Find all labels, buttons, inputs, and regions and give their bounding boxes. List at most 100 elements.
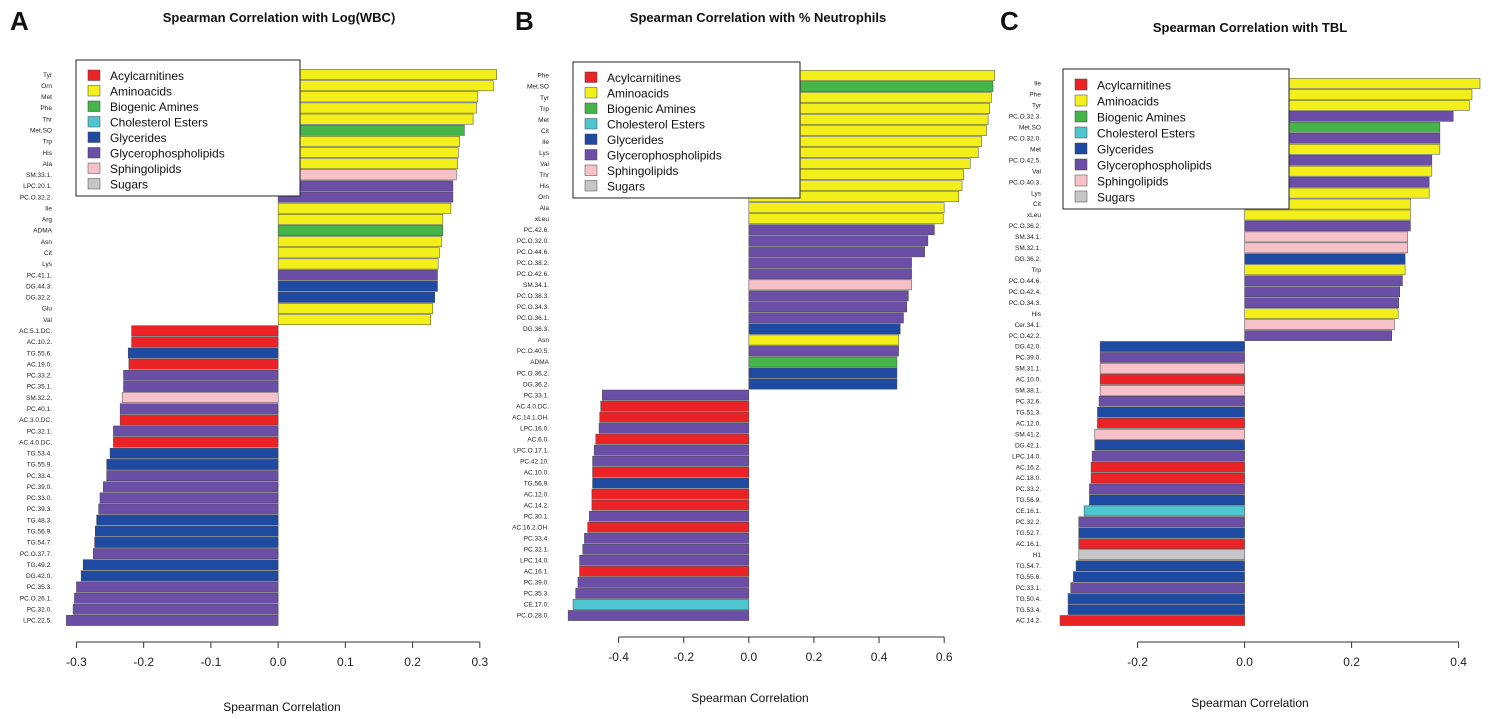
legend-swatch-SP [584, 164, 598, 176]
x-tick-label: -0.2 [673, 650, 694, 664]
bar-Trp [277, 136, 460, 147]
category-label: xLeu [1027, 212, 1041, 219]
category-label: Cit [44, 250, 52, 257]
x-tick-label: 0.2 [404, 655, 421, 669]
category-label: PC.39.3. [27, 506, 52, 513]
bar-CE.16.1. [1083, 505, 1245, 517]
category-label: Met [538, 117, 549, 124]
category-label: AC.10.0. [1016, 377, 1041, 384]
category-label: DG.36.2. [523, 381, 549, 388]
bar-His [1244, 308, 1399, 319]
bar-xLeu [748, 213, 944, 225]
bar-SM.32.2. [121, 392, 279, 404]
bar-AC.14.2. [1059, 615, 1245, 626]
category-label: Tyr [1032, 103, 1042, 110]
bar-DG.42.0. [80, 570, 279, 582]
category-label: LPC.16.0. [520, 425, 549, 432]
category-label: AC.4.0.DC. [516, 403, 549, 410]
category-label: SM.38.1. [1015, 388, 1041, 395]
bar-AC.4.0.DC. [113, 436, 279, 448]
bar-PC.O.34.3. [748, 301, 907, 313]
bar-AC.19.0. [128, 358, 279, 370]
category-label: TG.49.2. [27, 562, 52, 569]
category-label: PC.33.1. [1016, 585, 1041, 592]
category-label: PC.33.4. [27, 473, 52, 480]
bar-PC.33.1. [1070, 582, 1245, 593]
category-label: Arg [42, 217, 53, 224]
category-label: PC.O.42.2. [1009, 333, 1041, 340]
category-label: H1 [1033, 552, 1042, 559]
bar-LPC.16.0. [598, 422, 750, 434]
category-label: DG.42.1. [1015, 442, 1041, 449]
category-label: TG.55.9. [27, 462, 52, 469]
category-label: PC.O.37.7. [20, 551, 52, 558]
legend-swatch-AC [1074, 78, 1088, 91]
category-label: PC.39.0. [1016, 355, 1041, 362]
category-label: AC.16.1. [1016, 541, 1041, 548]
category-label: Thr [539, 172, 550, 179]
category-label: CE.16.1. [1016, 508, 1041, 515]
bar-TG.56.9. [592, 477, 750, 489]
category-label: DG.36.2. [1015, 256, 1041, 263]
x-tick-label: 0.0 [740, 650, 757, 664]
legend-swatch-AC [87, 69, 101, 81]
x-tick-label: -0.1 [201, 655, 222, 669]
bar-TG.53.4. [109, 447, 279, 459]
category-label: Cit [541, 128, 549, 135]
category-label: LPC.14.0. [520, 558, 549, 565]
category-label: Val [1032, 168, 1041, 175]
legend-swatch-GP [87, 147, 101, 159]
category-label: Lys [1031, 190, 1042, 197]
category-label: CE.17.0. [524, 602, 549, 609]
legend-swatch-AA [1074, 94, 1088, 107]
bar-LPC.20.1. [277, 180, 454, 192]
category-label: Asn [41, 239, 53, 246]
category-label: SM.34.1. [1015, 234, 1041, 241]
category-label: PC.35.3. [524, 591, 549, 598]
bar-Val [277, 314, 432, 326]
category-label: TG.53.4. [1016, 607, 1041, 614]
legend-label: Sugars [110, 178, 148, 192]
category-label: LPC.O.17.1. [513, 447, 549, 454]
legend-label: Glycerophospholipids [1097, 159, 1212, 173]
legend-label: Glycerophospholipids [110, 147, 225, 161]
category-label: AC.14.1.OH. [512, 414, 549, 421]
category-label: PC.42.10. [520, 458, 549, 465]
x-tick-label: 0.4 [1450, 655, 1467, 669]
category-label: PC.42.6. [524, 227, 549, 234]
category-label: TG.56.9. [27, 529, 52, 536]
category-label: AC.10.2. [27, 339, 52, 346]
category-label: LPC.14.0. [1012, 453, 1041, 460]
bar-ADMA [748, 356, 898, 368]
bar-Ala [277, 158, 458, 170]
category-label: Glu [42, 306, 53, 313]
bar-PC.39.0. [1099, 352, 1245, 363]
bar-Trp [1244, 264, 1406, 276]
category-label: TG.55.6. [1016, 574, 1041, 581]
panel-letter-c: C [1000, 6, 1019, 36]
category-label: Lys [539, 150, 550, 157]
category-label: SM.33.1. [26, 172, 52, 179]
bar-Lys [277, 258, 439, 270]
bar-PC.39.0. [577, 577, 750, 588]
x-tick-label: 0.4 [871, 650, 888, 664]
category-label: AC.4.0.DC. [19, 439, 52, 446]
category-label: PC.41.1. [27, 272, 52, 279]
category-label: PC.O.36.2. [517, 370, 549, 377]
bar-AC.16.2.OH. [587, 522, 750, 533]
bar-TG.55.6. [1073, 571, 1245, 582]
category-label: Ile [542, 139, 549, 146]
category-label: TG.50.4. [1016, 596, 1041, 603]
x-tick-label: -0.3 [66, 655, 87, 669]
category-label: SM.31.1. [1015, 366, 1041, 373]
legend-label: Biogenic Amines [110, 100, 199, 114]
legend-label: Cholesterol Esters [607, 118, 705, 132]
category-label: PC.35.3. [27, 584, 52, 591]
bar-PC.33.4. [106, 470, 279, 481]
legend-label: Sugars [607, 180, 645, 194]
legend: Acylcarnitines Aminoacids Biogenic Amines C… [1062, 68, 1290, 210]
category-label: AC.14.2. [524, 502, 549, 509]
bar-Met.SO [277, 124, 465, 136]
bar-SM.31.1. [1099, 363, 1245, 374]
legend-swatch-SU [87, 178, 101, 190]
